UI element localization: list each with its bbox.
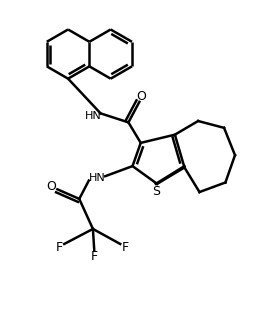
Text: O: O [137, 90, 147, 103]
Text: HN: HN [84, 110, 101, 121]
Text: HN: HN [89, 173, 105, 183]
Text: F: F [56, 241, 63, 254]
Text: S: S [153, 185, 161, 198]
Text: F: F [122, 241, 129, 254]
Text: O: O [46, 180, 56, 193]
Text: F: F [91, 250, 98, 263]
